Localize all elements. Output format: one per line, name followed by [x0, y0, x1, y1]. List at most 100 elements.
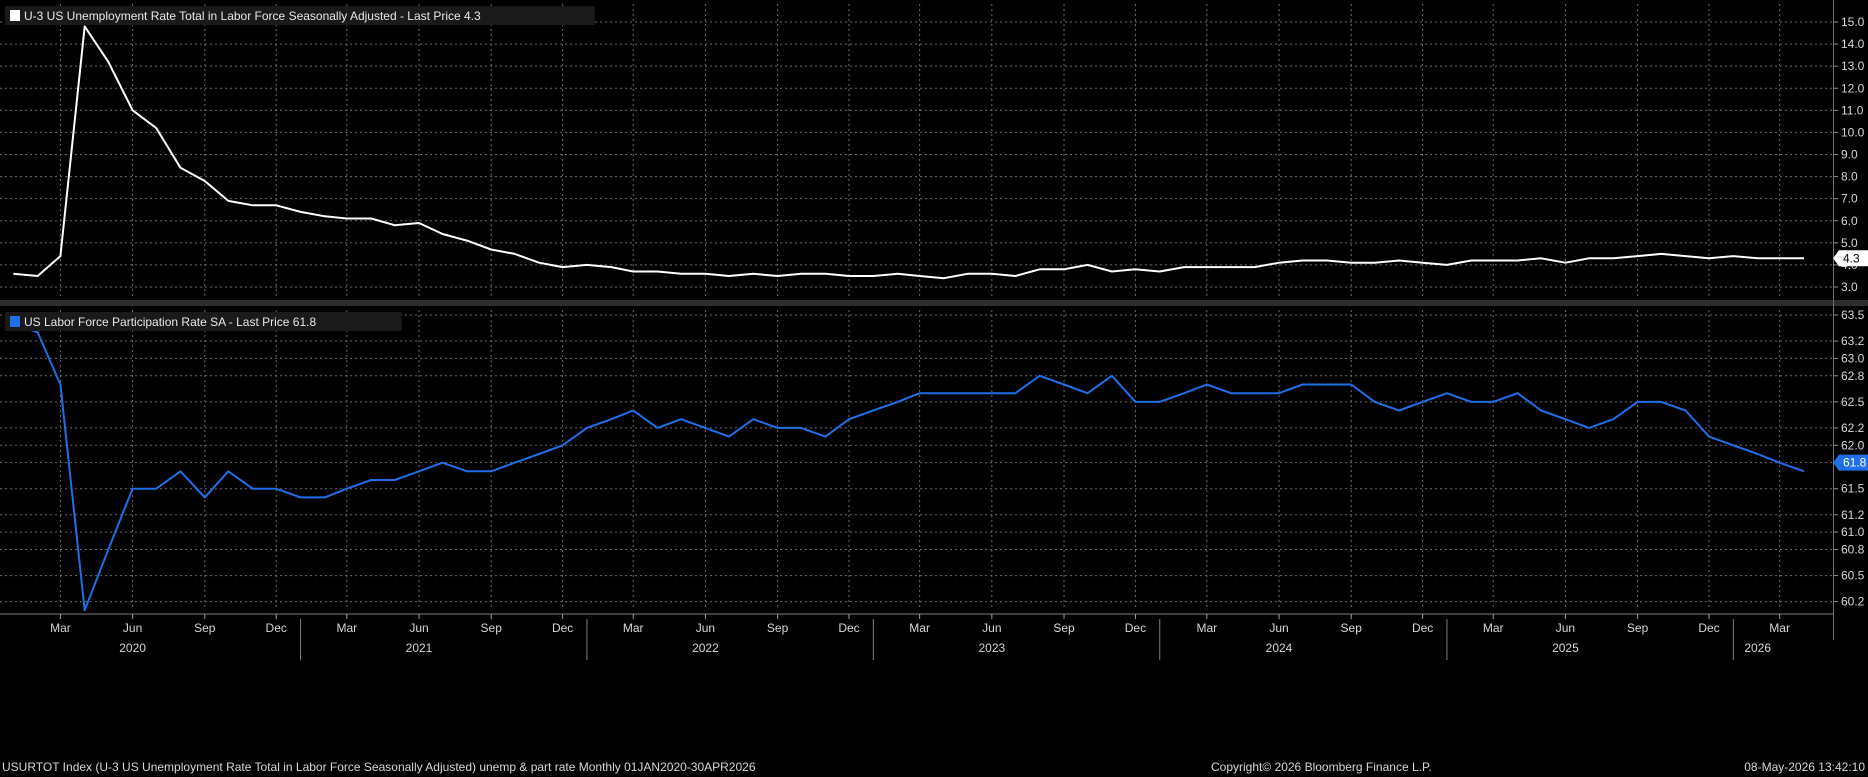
data-point[interactable]: [369, 217, 373, 221]
data-point[interactable]: [824, 272, 828, 276]
data-point[interactable]: [1158, 400, 1162, 404]
data-point[interactable]: [1516, 259, 1520, 263]
data-point[interactable]: [154, 487, 158, 491]
data-point[interactable]: [1802, 469, 1806, 473]
data-point[interactable]: [871, 409, 875, 413]
data-point[interactable]: [1086, 391, 1090, 395]
data-point[interactable]: [1636, 254, 1640, 258]
data-point[interactable]: [751, 417, 755, 421]
data-point[interactable]: [1778, 461, 1782, 465]
series-line[interactable]: [12, 322, 1805, 612]
data-point[interactable]: [323, 495, 327, 499]
data-point[interactable]: [1611, 417, 1615, 421]
data-point[interactable]: [1636, 400, 1640, 404]
data-point[interactable]: [1229, 265, 1233, 269]
data-point[interactable]: [1277, 261, 1281, 265]
data-point[interactable]: [1038, 267, 1042, 271]
data-point[interactable]: [1445, 391, 1449, 395]
data-point[interactable]: [1110, 270, 1114, 274]
data-point[interactable]: [131, 487, 135, 491]
data-point[interactable]: [561, 443, 565, 447]
data-point[interactable]: [1707, 256, 1711, 260]
data-point[interactable]: [1253, 391, 1257, 395]
data-point[interactable]: [1684, 254, 1688, 258]
data-point[interactable]: [1229, 391, 1233, 395]
data-point[interactable]: [918, 391, 922, 395]
data-point[interactable]: [1062, 267, 1066, 271]
data-point[interactable]: [1756, 256, 1760, 260]
data-point[interactable]: [1349, 261, 1353, 265]
data-point[interactable]: [561, 265, 565, 269]
data-point[interactable]: [609, 417, 613, 421]
data-point[interactable]: [58, 383, 62, 387]
data-point[interactable]: [1563, 261, 1567, 265]
data-point[interactable]: [1731, 254, 1735, 258]
data-point[interactable]: [1397, 409, 1401, 413]
data-point[interactable]: [417, 221, 421, 225]
data-point[interactable]: [1778, 256, 1782, 260]
data-point[interactable]: [1205, 265, 1209, 269]
data-point[interactable]: [799, 272, 803, 276]
data-point[interactable]: [1373, 261, 1377, 265]
data-point[interactable]: [1301, 259, 1305, 263]
data-point[interactable]: [299, 495, 303, 499]
data-point[interactable]: [847, 417, 851, 421]
data-point[interactable]: [631, 270, 635, 274]
data-point[interactable]: [1182, 391, 1186, 395]
data-point[interactable]: [58, 254, 62, 258]
data-point[interactable]: [1469, 259, 1473, 263]
data-point[interactable]: [369, 478, 373, 482]
data-point[interactable]: [703, 426, 707, 430]
data-point[interactable]: [154, 126, 158, 130]
data-point[interactable]: [1182, 265, 1186, 269]
data-point[interactable]: [1110, 374, 1114, 378]
data-point[interactable]: [1301, 383, 1305, 387]
data-point[interactable]: [799, 426, 803, 430]
data-point[interactable]: [824, 435, 828, 439]
data-point[interactable]: [1539, 256, 1543, 260]
data-point[interactable]: [1563, 417, 1567, 421]
data-point[interactable]: [465, 239, 469, 243]
data-point[interactable]: [489, 248, 493, 252]
data-point[interactable]: [871, 274, 875, 278]
data-point[interactable]: [727, 435, 731, 439]
data-point[interactable]: [131, 108, 135, 112]
data-point[interactable]: [1205, 383, 1209, 387]
data-point[interactable]: [226, 199, 230, 203]
data-point[interactable]: [203, 179, 207, 183]
data-point[interactable]: [1707, 435, 1711, 439]
data-point[interactable]: [36, 274, 40, 278]
data-point[interactable]: [1611, 256, 1615, 260]
panel-separator[interactable]: [0, 300, 1868, 306]
data-point[interactable]: [1397, 259, 1401, 263]
data-point[interactable]: [1659, 252, 1663, 256]
data-point[interactable]: [609, 265, 613, 269]
data-point[interactable]: [393, 478, 397, 482]
data-point[interactable]: [776, 274, 780, 278]
data-point[interactable]: [896, 272, 900, 276]
data-point[interactable]: [918, 274, 922, 278]
data-point[interactable]: [942, 276, 946, 280]
data-point[interactable]: [942, 391, 946, 395]
series-line[interactable]: [13, 25, 1804, 280]
data-point[interactable]: [1516, 391, 1520, 395]
data-point[interactable]: [1587, 426, 1591, 430]
data-point[interactable]: [1325, 259, 1329, 263]
data-point[interactable]: [417, 469, 421, 473]
data-point[interactable]: [1445, 263, 1449, 267]
data-point[interactable]: [1469, 400, 1473, 404]
data-point[interactable]: [537, 261, 541, 265]
data-point[interactable]: [1349, 383, 1353, 387]
data-point[interactable]: [489, 469, 493, 473]
data-point[interactable]: [513, 461, 517, 465]
data-point[interactable]: [1277, 391, 1281, 395]
data-point[interactable]: [1038, 374, 1042, 378]
data-point[interactable]: [727, 274, 731, 278]
data-point[interactable]: [776, 426, 780, 430]
data-point[interactable]: [11, 272, 15, 276]
data-point[interactable]: [1013, 391, 1017, 395]
data-point[interactable]: [1325, 383, 1329, 387]
data-point[interactable]: [393, 223, 397, 227]
data-point[interactable]: [251, 203, 255, 207]
data-point[interactable]: [585, 263, 589, 267]
